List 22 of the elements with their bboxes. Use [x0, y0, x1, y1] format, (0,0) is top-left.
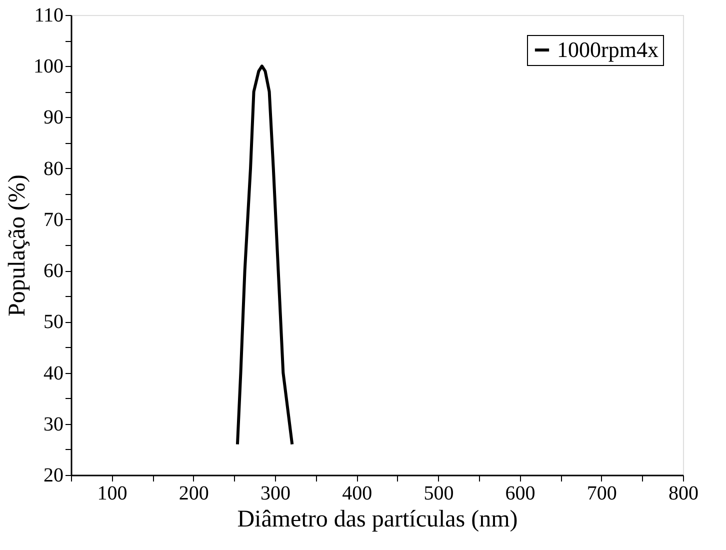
- y-tick-label: 30: [44, 413, 64, 436]
- y-tick-label: 60: [44, 260, 64, 282]
- y-tick-label: 90: [44, 106, 64, 129]
- x-tick-label: 100: [97, 482, 128, 504]
- y-tick-label: 40: [44, 362, 64, 384]
- x-tick-label: 200: [178, 482, 209, 504]
- y-tick-label: 20: [44, 464, 64, 486]
- x-tick-label: 500: [424, 482, 454, 504]
- x-tick-label: 300: [260, 482, 290, 504]
- y-tick-label: 100: [34, 56, 64, 78]
- x-tick-label: 600: [505, 482, 536, 504]
- x-axis-title: Diâmetro das partículas (nm): [237, 506, 518, 532]
- x-tick-label: 800: [668, 482, 698, 504]
- x-tick-label: 400: [342, 482, 372, 504]
- y-tick-label: 80: [44, 158, 64, 180]
- x-tick-label: 700: [586, 482, 617, 504]
- legend-label: 1000rpm4x: [557, 37, 658, 62]
- y-tick-label: 70: [44, 208, 64, 231]
- y-tick-label: 110: [34, 4, 64, 26]
- y-axis-title: População (%): [4, 174, 30, 316]
- line-series: [236, 64, 294, 446]
- y-tick-label: 50: [44, 311, 64, 334]
